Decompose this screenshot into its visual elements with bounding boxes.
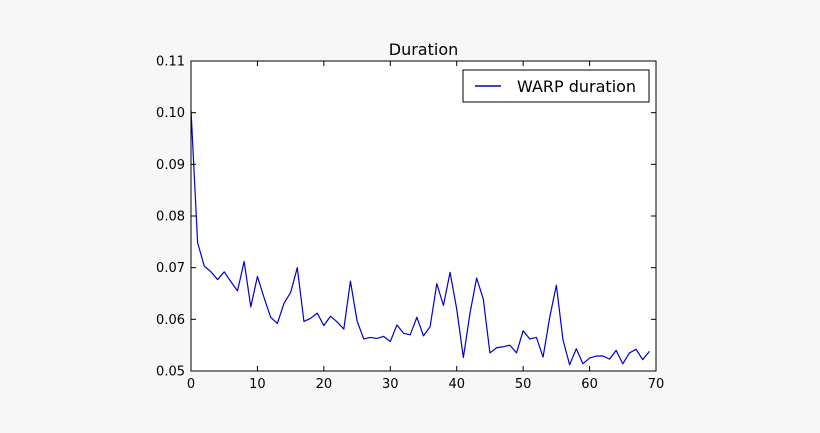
y-tick-label: 0.10	[156, 106, 185, 121]
x-axis: 0 10 20 30 40 50 60 70	[187, 61, 664, 392]
x-tick-label: 40	[448, 377, 465, 392]
y-tick-label: 0.07	[156, 261, 185, 276]
y-tick-label: 0.08	[156, 210, 185, 225]
x-tick-label: 10	[249, 377, 266, 392]
data-layer	[190, 110, 650, 366]
x-tick-label: 30	[382, 377, 399, 392]
y-tick-label: 0.05	[156, 365, 185, 380]
chart-title: Duration	[389, 40, 459, 59]
x-tick-label: 0	[187, 377, 195, 392]
y-axis: 0.05 0.06 0.07 0.08 0.09 0.10 0.11	[156, 55, 656, 380]
x-tick-label: 50	[515, 377, 532, 392]
x-tick-label: 70	[648, 377, 665, 392]
y-tick-label: 0.06	[156, 313, 185, 328]
legend-label: WARP duration	[517, 77, 636, 96]
y-tick-label: 0.09	[156, 158, 185, 173]
legend: WARP duration	[462, 69, 650, 103]
y-tick-label: 0.11	[156, 55, 185, 70]
plot-area	[191, 61, 656, 371]
series-line-0	[190, 110, 650, 366]
x-tick-label: 60	[581, 377, 598, 392]
x-tick-label: 20	[316, 377, 333, 392]
